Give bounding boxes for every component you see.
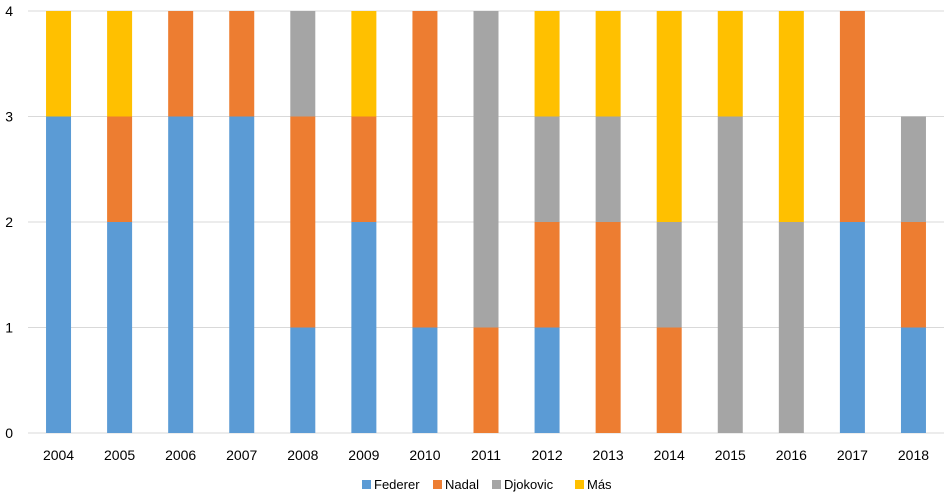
bar-m-s-2014 (656, 11, 682, 222)
bar-djokovic-2008 (290, 11, 316, 117)
legend-label: Nadal (445, 477, 479, 492)
x-tick-label: 2012 (531, 447, 562, 463)
bars (46, 11, 926, 433)
x-tick-label: 2015 (715, 447, 746, 463)
x-tick-label: 2004 (43, 447, 74, 463)
x-tick-label: 2011 (471, 447, 501, 463)
bar-nadal-2010 (412, 11, 438, 328)
bar-m-s-2015 (717, 11, 743, 117)
bar-federer-2010 (412, 327, 438, 433)
bar-djokovic-2012 (534, 116, 560, 222)
bar-nadal-2005 (107, 116, 133, 222)
x-tick-label: 2017 (837, 447, 868, 463)
x-tick-label: 2014 (654, 447, 685, 463)
bar-djokovic-2013 (595, 116, 621, 222)
x-tick-label: 2006 (165, 447, 196, 463)
bar-djokovic-2016 (778, 222, 804, 433)
x-tick-label: 2008 (287, 447, 318, 463)
bar-nadal-2008 (290, 116, 316, 328)
legend-swatch (433, 480, 442, 489)
y-tick-label: 0 (5, 425, 13, 441)
x-tick-label: 2010 (409, 447, 440, 463)
bar-federer-2018 (900, 327, 926, 433)
legend-swatch (492, 480, 501, 489)
bar-m-s-2004 (46, 11, 72, 117)
bar-federer-2012 (534, 327, 560, 433)
x-tick-label: 2007 (226, 447, 257, 463)
y-tick-label: 3 (5, 109, 13, 125)
bar-m-s-2005 (107, 11, 133, 117)
y-tick-label: 1 (5, 320, 13, 336)
legend-swatch (575, 480, 584, 489)
legend-entry-djokovic: Djokovic (492, 477, 554, 492)
bar-m-s-2016 (778, 11, 804, 222)
y-tick-label: 2 (5, 214, 13, 230)
bar-djokovic-2011 (473, 11, 499, 328)
bar-nadal-2014 (656, 327, 682, 433)
x-tick-label: 2013 (593, 447, 624, 463)
x-tick-label: 2016 (776, 447, 807, 463)
bar-nadal-2012 (534, 222, 560, 328)
bar-nadal-2013 (595, 222, 621, 433)
bar-nadal-2017 (839, 11, 865, 222)
bar-djokovic-2015 (717, 116, 743, 433)
x-tick-label: 2018 (898, 447, 929, 463)
legend-label: Federer (374, 477, 420, 492)
bar-nadal-2009 (351, 116, 377, 222)
bar-m-s-2012 (534, 11, 560, 117)
bar-m-s-2013 (595, 11, 621, 117)
bar-djokovic-2014 (656, 222, 682, 328)
legend-entry-m-s: Más (575, 477, 612, 492)
bar-nadal-2007 (229, 11, 255, 117)
y-tick-label: 4 (5, 3, 13, 19)
bar-federer-2005 (107, 222, 133, 433)
bar-federer-2008 (290, 327, 316, 433)
bar-nadal-2018 (900, 222, 926, 328)
legend-swatch (362, 480, 371, 489)
legend-label: Djokovic (504, 477, 554, 492)
bar-federer-2017 (839, 222, 865, 433)
bar-federer-2004 (46, 116, 72, 433)
x-tick-label: 2005 (104, 447, 135, 463)
y-axis: 0 1 2 3 4 (5, 3, 13, 441)
legend-label: Más (587, 477, 612, 492)
legend-entry-nadal: Nadal (433, 477, 479, 492)
x-axis: 2004 2005 2006 2007 2008 2009 2010 2011 2012 2013… (43, 447, 929, 463)
bar-federer-2006 (168, 116, 194, 433)
legend-entry-federer: Federer (362, 477, 420, 492)
bar-nadal-2006 (168, 11, 194, 117)
bar-federer-2009 (351, 222, 377, 433)
bar-djokovic-2018 (900, 116, 926, 222)
legend: Federer Nadal Djokovic Más (362, 477, 612, 492)
x-tick-label: 2009 (348, 447, 379, 463)
bar-federer-2007 (229, 116, 255, 433)
bar-nadal-2011 (473, 327, 499, 433)
bar-m-s-2009 (351, 11, 377, 117)
